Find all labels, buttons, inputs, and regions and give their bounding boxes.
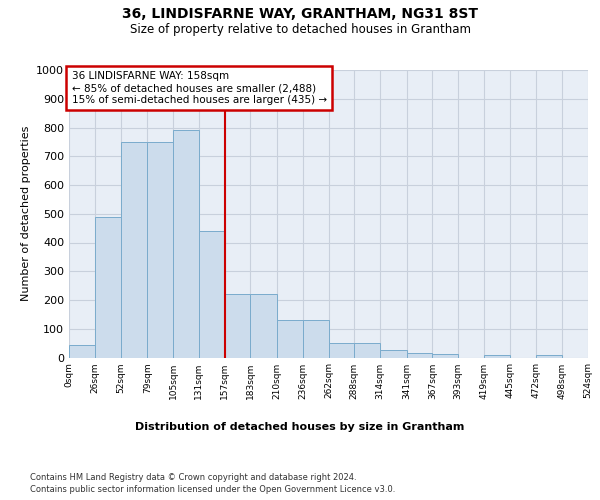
Bar [536,355,562,358]
Bar [121,142,147,358]
Text: Size of property relative to detached houses in Grantham: Size of property relative to detached ho… [130,22,470,36]
Bar [199,231,224,358]
Text: 36 LINDISFARNE WAY: 158sqm
← 85% of detached houses are smaller (2,488)
15% of s: 36 LINDISFARNE WAY: 158sqm ← 85% of deta… [71,72,327,104]
Text: Contains public sector information licensed under the Open Government Licence v3: Contains public sector information licen… [30,485,395,494]
Bar [433,354,458,358]
Bar [380,350,407,358]
Text: Distribution of detached houses by size in Grantham: Distribution of detached houses by size … [136,422,464,432]
Bar [329,343,354,357]
Bar [407,353,433,358]
Bar [277,320,303,358]
Text: Contains HM Land Registry data © Crown copyright and database right 2024.: Contains HM Land Registry data © Crown c… [30,472,356,482]
Bar [224,294,250,358]
Bar [95,216,121,358]
Bar [354,343,380,357]
Bar [303,320,329,358]
Text: 36, LINDISFARNE WAY, GRANTHAM, NG31 8ST: 36, LINDISFARNE WAY, GRANTHAM, NG31 8ST [122,8,478,22]
Bar [147,142,173,358]
Bar [69,346,95,358]
Bar [173,130,199,358]
Bar [250,294,277,358]
Bar [484,355,510,358]
Y-axis label: Number of detached properties: Number of detached properties [20,126,31,302]
